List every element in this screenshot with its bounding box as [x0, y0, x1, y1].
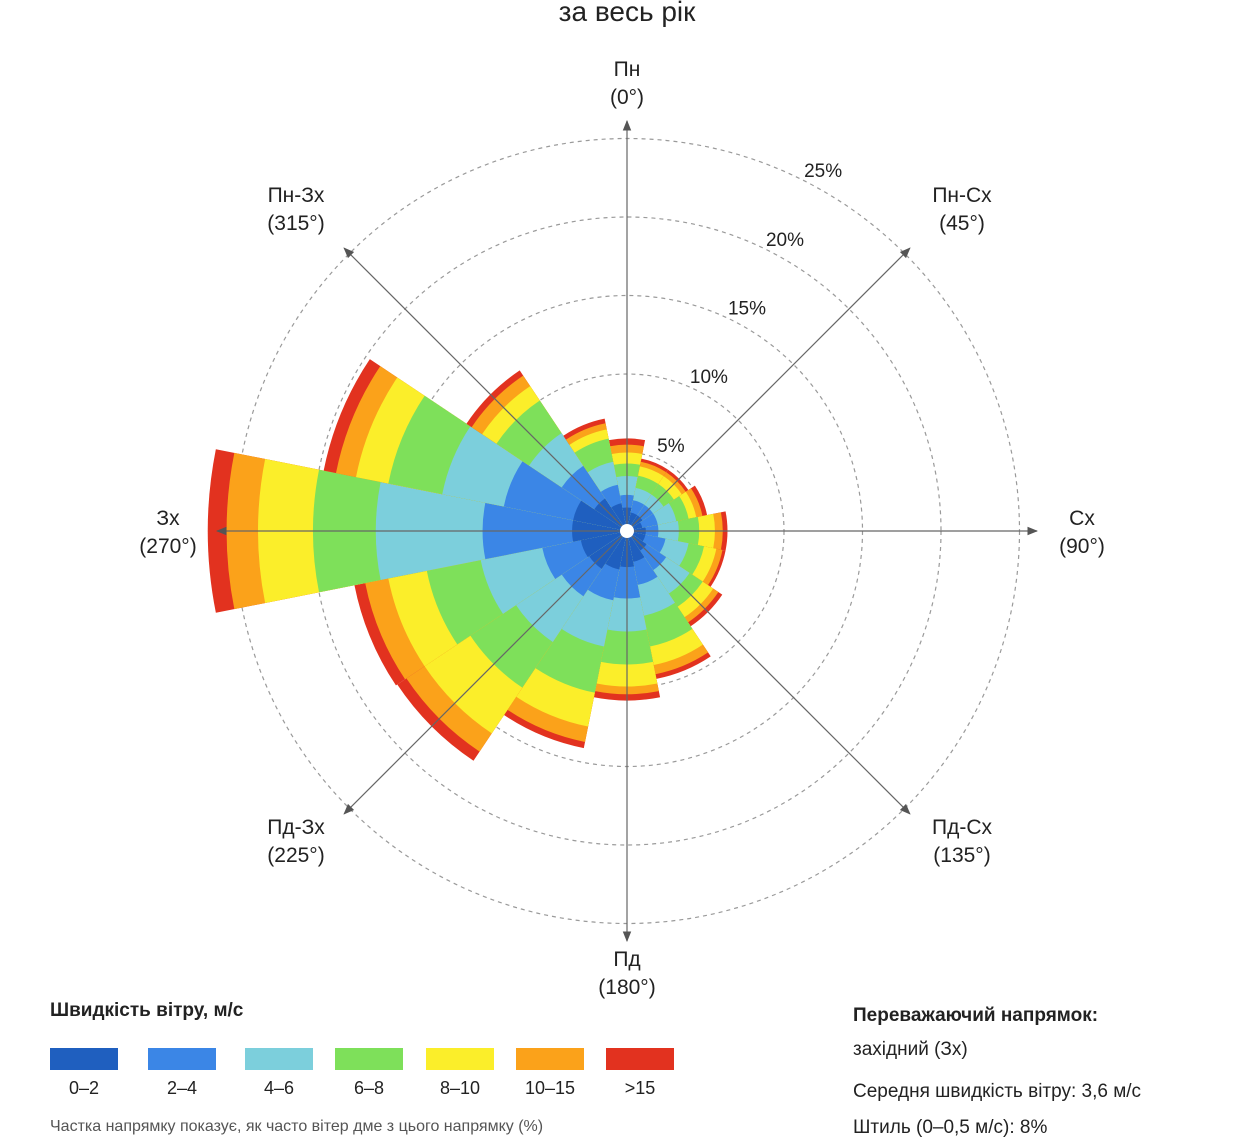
- prevailing-direction-value: західний (Зх): [853, 1039, 968, 1060]
- direction-degrees: (135°): [933, 844, 991, 867]
- direction-label-180: Пд (180°): [547, 946, 707, 1002]
- axis-135: [626, 530, 911, 815]
- wind-rose-chart: 5% 10% 15% 20% 25%: [207, 119, 1039, 943]
- direction-name: Пн: [613, 58, 641, 81]
- legend-swatch-6: [606, 1048, 674, 1070]
- direction-degrees: (45°): [939, 212, 985, 235]
- axis-45: [626, 247, 911, 532]
- direction-name: Пд-Сх: [931, 816, 992, 839]
- axes: [215, 119, 1039, 943]
- mean-wind-speed: Середня швидкість вітру: 3,6 м/с: [853, 1081, 1142, 1102]
- axis-315: [343, 247, 628, 532]
- legend-label-1: 2–4: [166, 1078, 198, 1098]
- direction-name: Пд-Зх: [267, 816, 325, 839]
- legend-swatch-5: [516, 1048, 584, 1070]
- direction-name: Сх: [1069, 507, 1095, 530]
- chart-title: за весь рік: [558, 0, 696, 27]
- ring-label-20: 20%: [766, 230, 804, 251]
- legend-note: Частка напрямку показує, як часто вітер …: [50, 1118, 544, 1135]
- legend-title: Швидкість вітру, м/с: [50, 1000, 244, 1021]
- legend-label-6: >15: [624, 1078, 656, 1098]
- legend-label-2: 4–6: [263, 1078, 295, 1098]
- direction-label-90: Сх (90°): [1002, 505, 1162, 561]
- direction-name: Пд: [613, 948, 641, 971]
- sector-202.5-bin-0: [605, 531, 627, 570]
- direction-label-225: Пд-Зх (225°): [216, 814, 376, 870]
- direction-label-270: Зх (270°): [88, 505, 248, 561]
- legend-label-3: 6–8: [353, 1078, 385, 1098]
- sector-247.5-bin-0: [580, 531, 627, 558]
- direction-label-45: Пн-Сх (45°): [882, 182, 1042, 238]
- direction-label-135: Пд-Сх (135°): [882, 814, 1042, 870]
- center-dot: [620, 524, 634, 538]
- sectors: [207, 359, 728, 761]
- legend-swatch-1: [148, 1048, 216, 1070]
- direction-degrees: (90°): [1059, 535, 1105, 558]
- direction-name: Зх: [156, 507, 180, 530]
- ring-label-15: 15%: [728, 299, 766, 320]
- sector-337.5-bin-0: [611, 503, 627, 531]
- direction-label-315: Пн-Зх (315°): [216, 182, 376, 238]
- direction-degrees: (180°): [598, 976, 656, 999]
- legend-label-0: 0–2: [68, 1078, 100, 1098]
- legend-swatch-4: [426, 1048, 494, 1070]
- sector-292.5-bin-0: [573, 500, 627, 531]
- legend-swatch-0: [50, 1048, 118, 1070]
- direction-name: Пн-Зх: [267, 184, 325, 207]
- direction-degrees: (270°): [139, 535, 197, 558]
- direction-degrees: (225°): [267, 844, 325, 867]
- axis-225: [343, 530, 628, 815]
- direction-label-0: Пн (0°): [547, 56, 707, 112]
- ring-label-25: 25%: [804, 161, 842, 182]
- ring-labels: 5% 10% 15% 20% 25%: [657, 161, 842, 457]
- direction-name: Пн-Сх: [932, 184, 992, 207]
- legend-swatch-3: [335, 1048, 403, 1070]
- calm-share: Штиль (0–0,5 м/с): 8%: [853, 1117, 1048, 1138]
- legend-label-5: 10–15: [524, 1078, 576, 1098]
- prevailing-direction-label: Переважаючий напрямок:: [853, 1005, 1099, 1026]
- ring-label-10: 10%: [690, 367, 728, 388]
- direction-degrees: (315°): [267, 212, 325, 235]
- sector-157.5-bin-0: [627, 531, 645, 562]
- direction-degrees: (0°): [609, 86, 645, 109]
- ring-label-5: 5%: [657, 436, 685, 457]
- legend-label-4: 8–10: [439, 1078, 481, 1098]
- legend-swatch-2: [245, 1048, 313, 1070]
- legend: Швидкість вітру, м/с 0–2 2–4 4–6 6–8 8–10 10–…: [50, 1000, 750, 1135]
